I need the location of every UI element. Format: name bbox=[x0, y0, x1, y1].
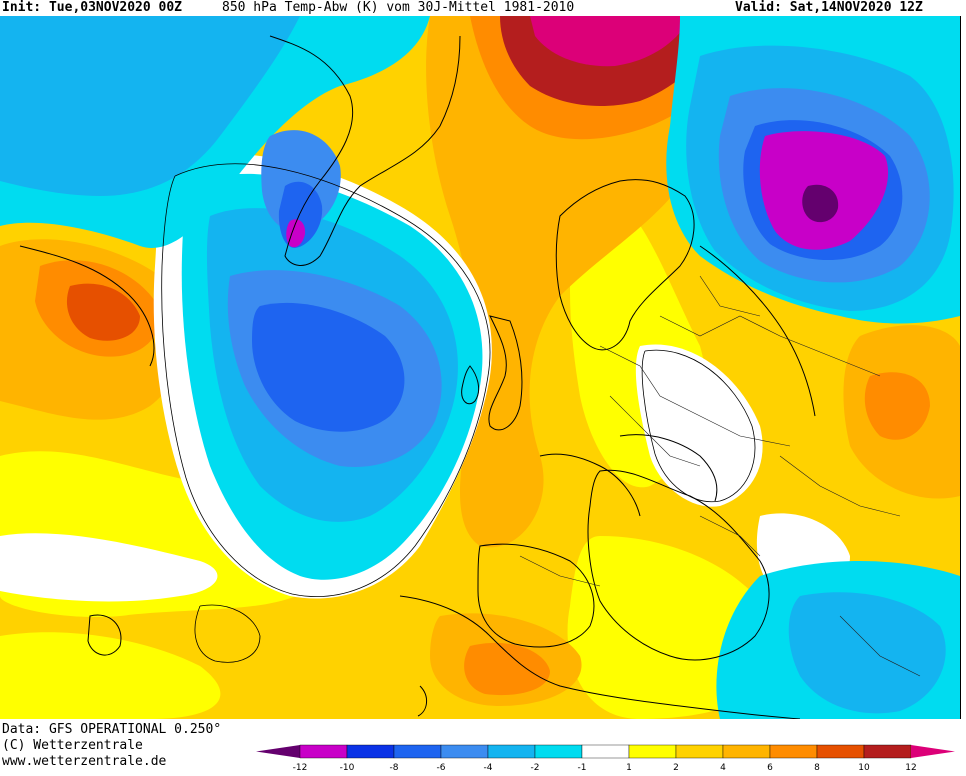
map-footer: Data: GFS OPERATIONAL 0.250° (C) Wetterz… bbox=[0, 719, 966, 776]
map-header: Init: Tue,03NOV2020 00Z 850 hPa Temp-Abw… bbox=[0, 0, 966, 16]
anomaly-area-extreme-cold bbox=[286, 219, 306, 248]
legend-tick-label: -8 bbox=[390, 763, 399, 773]
legend-tick-label: -1 bbox=[578, 763, 587, 773]
anomaly-area-extreme-cold-core bbox=[802, 184, 839, 223]
anomaly-area-hot bbox=[864, 372, 930, 440]
legend-tick-label: -12 bbox=[293, 763, 308, 773]
data-source-label: Data: GFS OPERATIONAL 0.250° bbox=[2, 722, 222, 737]
valid-time-label: Valid: Sat,14NOV2020 12Z bbox=[735, 0, 923, 15]
legend-swatch bbox=[581, 744, 630, 759]
anomaly-area-hot bbox=[464, 642, 550, 696]
temperature-anomaly-map bbox=[0, 16, 961, 719]
legend-swatch bbox=[299, 744, 348, 759]
legend-tick-label: 2 bbox=[673, 763, 679, 773]
anomaly-area-extreme-hot bbox=[530, 16, 690, 67]
legend-tick-label: 6 bbox=[767, 763, 773, 773]
color-legend: -12 -10 -8 -6 -4 -2 -1 1 2 4 6 8 10 12 bbox=[256, 744, 955, 773]
anomaly-area-neutral bbox=[0, 533, 218, 602]
legend-swatch bbox=[346, 744, 395, 759]
anomaly-area-very-hot bbox=[66, 283, 140, 341]
legend-swatch bbox=[863, 744, 912, 759]
anomaly-area-cold bbox=[0, 16, 300, 196]
legend-tick-label: 8 bbox=[814, 763, 820, 773]
legend-swatch bbox=[722, 744, 771, 759]
anomaly-area-neutral bbox=[635, 344, 763, 507]
website-label: www.wetterzentrale.de bbox=[2, 754, 167, 769]
legend-swatch bbox=[440, 744, 489, 759]
init-time-label: Init: Tue,03NOV2020 00Z bbox=[2, 0, 183, 15]
country-borders bbox=[519, 275, 921, 677]
legend-swatch bbox=[769, 744, 818, 759]
legend-low-cap bbox=[256, 745, 300, 758]
legend-swatch bbox=[534, 744, 583, 759]
legend-tick-label: 10 bbox=[858, 763, 870, 773]
anomaly-contours bbox=[161, 163, 756, 663]
legend-tick-label: -10 bbox=[340, 763, 355, 773]
anomaly-area-cold bbox=[788, 592, 946, 714]
anomaly-area-light-warm bbox=[0, 632, 221, 719]
legend-tick-label: 1 bbox=[626, 763, 632, 773]
anomaly-area-very-cold bbox=[252, 302, 405, 432]
legend-swatch bbox=[675, 744, 724, 759]
legend-tick-label: -4 bbox=[484, 763, 493, 773]
copyright-label: (C) Wetterzentrale bbox=[2, 738, 143, 753]
legend-tick-label: -2 bbox=[531, 763, 540, 773]
legend-tick-label: -6 bbox=[437, 763, 446, 773]
legend-swatch bbox=[816, 744, 865, 759]
legend-high-cap bbox=[911, 745, 955, 758]
legend-tick-label: 12 bbox=[905, 763, 916, 773]
legend-swatch bbox=[487, 744, 536, 759]
coastlines bbox=[19, 35, 816, 719]
legend-swatch bbox=[393, 744, 442, 759]
legend-tick-label: 4 bbox=[720, 763, 726, 773]
legend-swatch bbox=[628, 744, 677, 759]
parameter-label: 850 hPa Temp-Abw (K) vom 30J-Mittel 1981… bbox=[222, 0, 575, 15]
